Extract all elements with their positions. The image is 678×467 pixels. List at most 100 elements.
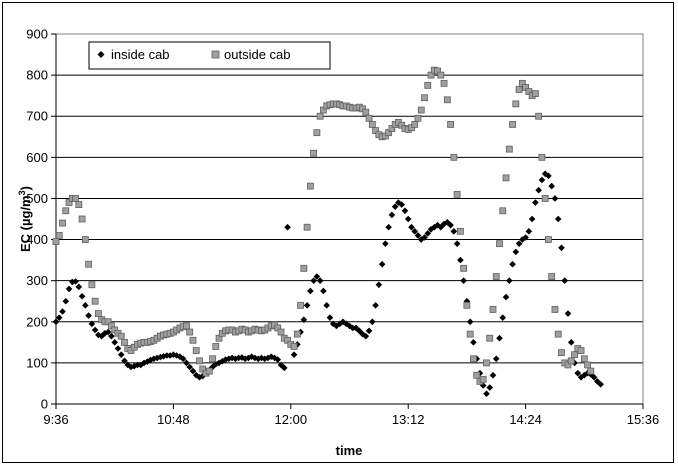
y-axis-title-close: ): [18, 186, 33, 190]
point-outside-cab: [121, 338, 128, 346]
point-inside-cab: [496, 334, 503, 342]
series-outside-cab: [52, 66, 595, 385]
point-inside-cab: [359, 330, 366, 338]
point-outside-cab: [538, 153, 546, 161]
point-inside-cab: [245, 354, 252, 362]
point-inside-cab: [424, 230, 432, 237]
point-inside-cab: [505, 277, 513, 284]
legend-marker-inside-cab: [97, 51, 105, 58]
point-outside-cab: [297, 301, 304, 309]
point-outside-cab: [502, 174, 510, 182]
point-inside-cab: [466, 318, 474, 326]
point-inside-cab: [75, 283, 83, 291]
point-inside-cab: [365, 327, 373, 335]
point-outside-cab: [313, 129, 321, 137]
point-outside-cab: [85, 260, 93, 268]
point-inside-cab: [567, 339, 575, 346]
x-tick-label: 10:48: [157, 412, 190, 427]
point-outside-cab: [192, 347, 200, 354]
point-outside-cab: [183, 322, 190, 330]
point-inside-cab: [440, 220, 448, 228]
point-inside-cab: [320, 287, 327, 295]
legend-box: [88, 41, 331, 70]
point-outside-cab: [52, 238, 60, 246]
point-outside-cab: [421, 94, 428, 102]
x-tick-label: 14:24: [509, 412, 542, 427]
point-inside-cab: [378, 260, 386, 268]
point-inside-cab: [225, 355, 233, 363]
point-inside-cab: [450, 228, 458, 235]
y-axis-title: EC (µg/m3): [17, 186, 33, 252]
point-inside-cab: [251, 354, 259, 362]
point-outside-cab: [443, 96, 451, 104]
point-inside-cab: [483, 390, 490, 398]
point-outside-cab: [59, 219, 66, 227]
point-outside-cab: [411, 121, 419, 128]
point-inside-cab: [104, 328, 112, 336]
point-inside-cab: [346, 322, 353, 330]
x-tick-label: 13:12: [392, 412, 425, 427]
point-inside-cab: [453, 240, 461, 247]
point-outside-cab: [577, 347, 585, 354]
point-outside-cab: [362, 108, 370, 116]
point-inside-cab: [316, 277, 324, 284]
point-outside-cab: [91, 297, 99, 305]
point-outside-cab: [306, 182, 314, 190]
point-inside-cab: [404, 215, 412, 223]
point-inside-cab: [382, 240, 389, 247]
point-inside-cab: [88, 320, 96, 328]
point-inside-cab: [144, 358, 151, 365]
point-inside-cab: [241, 355, 249, 363]
point-outside-cab: [541, 195, 549, 202]
point-outside-cab: [466, 330, 474, 338]
point-inside-cab: [535, 186, 542, 194]
point-inside-cab: [222, 356, 229, 363]
point-outside-cab: [567, 357, 575, 365]
point-outside-cab: [88, 281, 96, 289]
point-inside-cab: [111, 339, 118, 346]
point-outside-cab: [277, 328, 285, 336]
point-inside-cab: [479, 382, 487, 389]
point-inside-cab: [395, 199, 402, 206]
legend: inside cab outside cab: [88, 41, 331, 70]
point-inside-cab: [307, 287, 314, 295]
point-inside-cab: [176, 353, 184, 361]
point-inside-cab: [561, 277, 569, 284]
point-inside-cab: [421, 234, 428, 241]
point-inside-cab: [430, 223, 438, 231]
legend-marker-outside-cab: [211, 50, 220, 59]
point-outside-cab: [117, 332, 125, 340]
point-outside-cab: [496, 240, 503, 248]
point-inside-cab: [509, 260, 516, 268]
point-inside-cab: [558, 244, 565, 252]
point-outside-cab: [212, 343, 220, 350]
point-outside-cab: [531, 90, 539, 98]
point-outside-cab: [368, 121, 376, 128]
point-inside-cab: [238, 354, 246, 361]
point-inside-cab: [352, 324, 360, 332]
point-outside-cab: [512, 100, 520, 108]
point-outside-cab: [424, 81, 432, 89]
point-inside-cab: [554, 215, 562, 223]
y-tick-label: 0: [41, 397, 48, 412]
point-inside-cab: [303, 302, 311, 309]
point-inside-cab: [545, 172, 552, 180]
point-inside-cab: [515, 240, 523, 247]
point-outside-cab: [515, 86, 523, 93]
point-outside-cab: [447, 121, 454, 128]
point-inside-cab: [375, 281, 383, 289]
point-inside-cab: [310, 277, 317, 284]
point-inside-cab: [355, 327, 363, 335]
y-axis: 0 100 200 300 400 500 600 700 800 900: [26, 27, 57, 412]
point-inside-cab: [385, 223, 392, 231]
point-outside-cab: [209, 355, 216, 363]
point-outside-cab: [365, 114, 373, 122]
point-outside-cab: [55, 232, 63, 239]
point-inside-cab: [72, 278, 79, 285]
point-inside-cab: [108, 332, 115, 340]
point-inside-cab: [147, 356, 154, 364]
point-inside-cab: [339, 318, 347, 326]
point-inside-cab: [457, 256, 464, 264]
point-inside-cab: [85, 312, 92, 319]
point-inside-cab: [189, 367, 197, 375]
